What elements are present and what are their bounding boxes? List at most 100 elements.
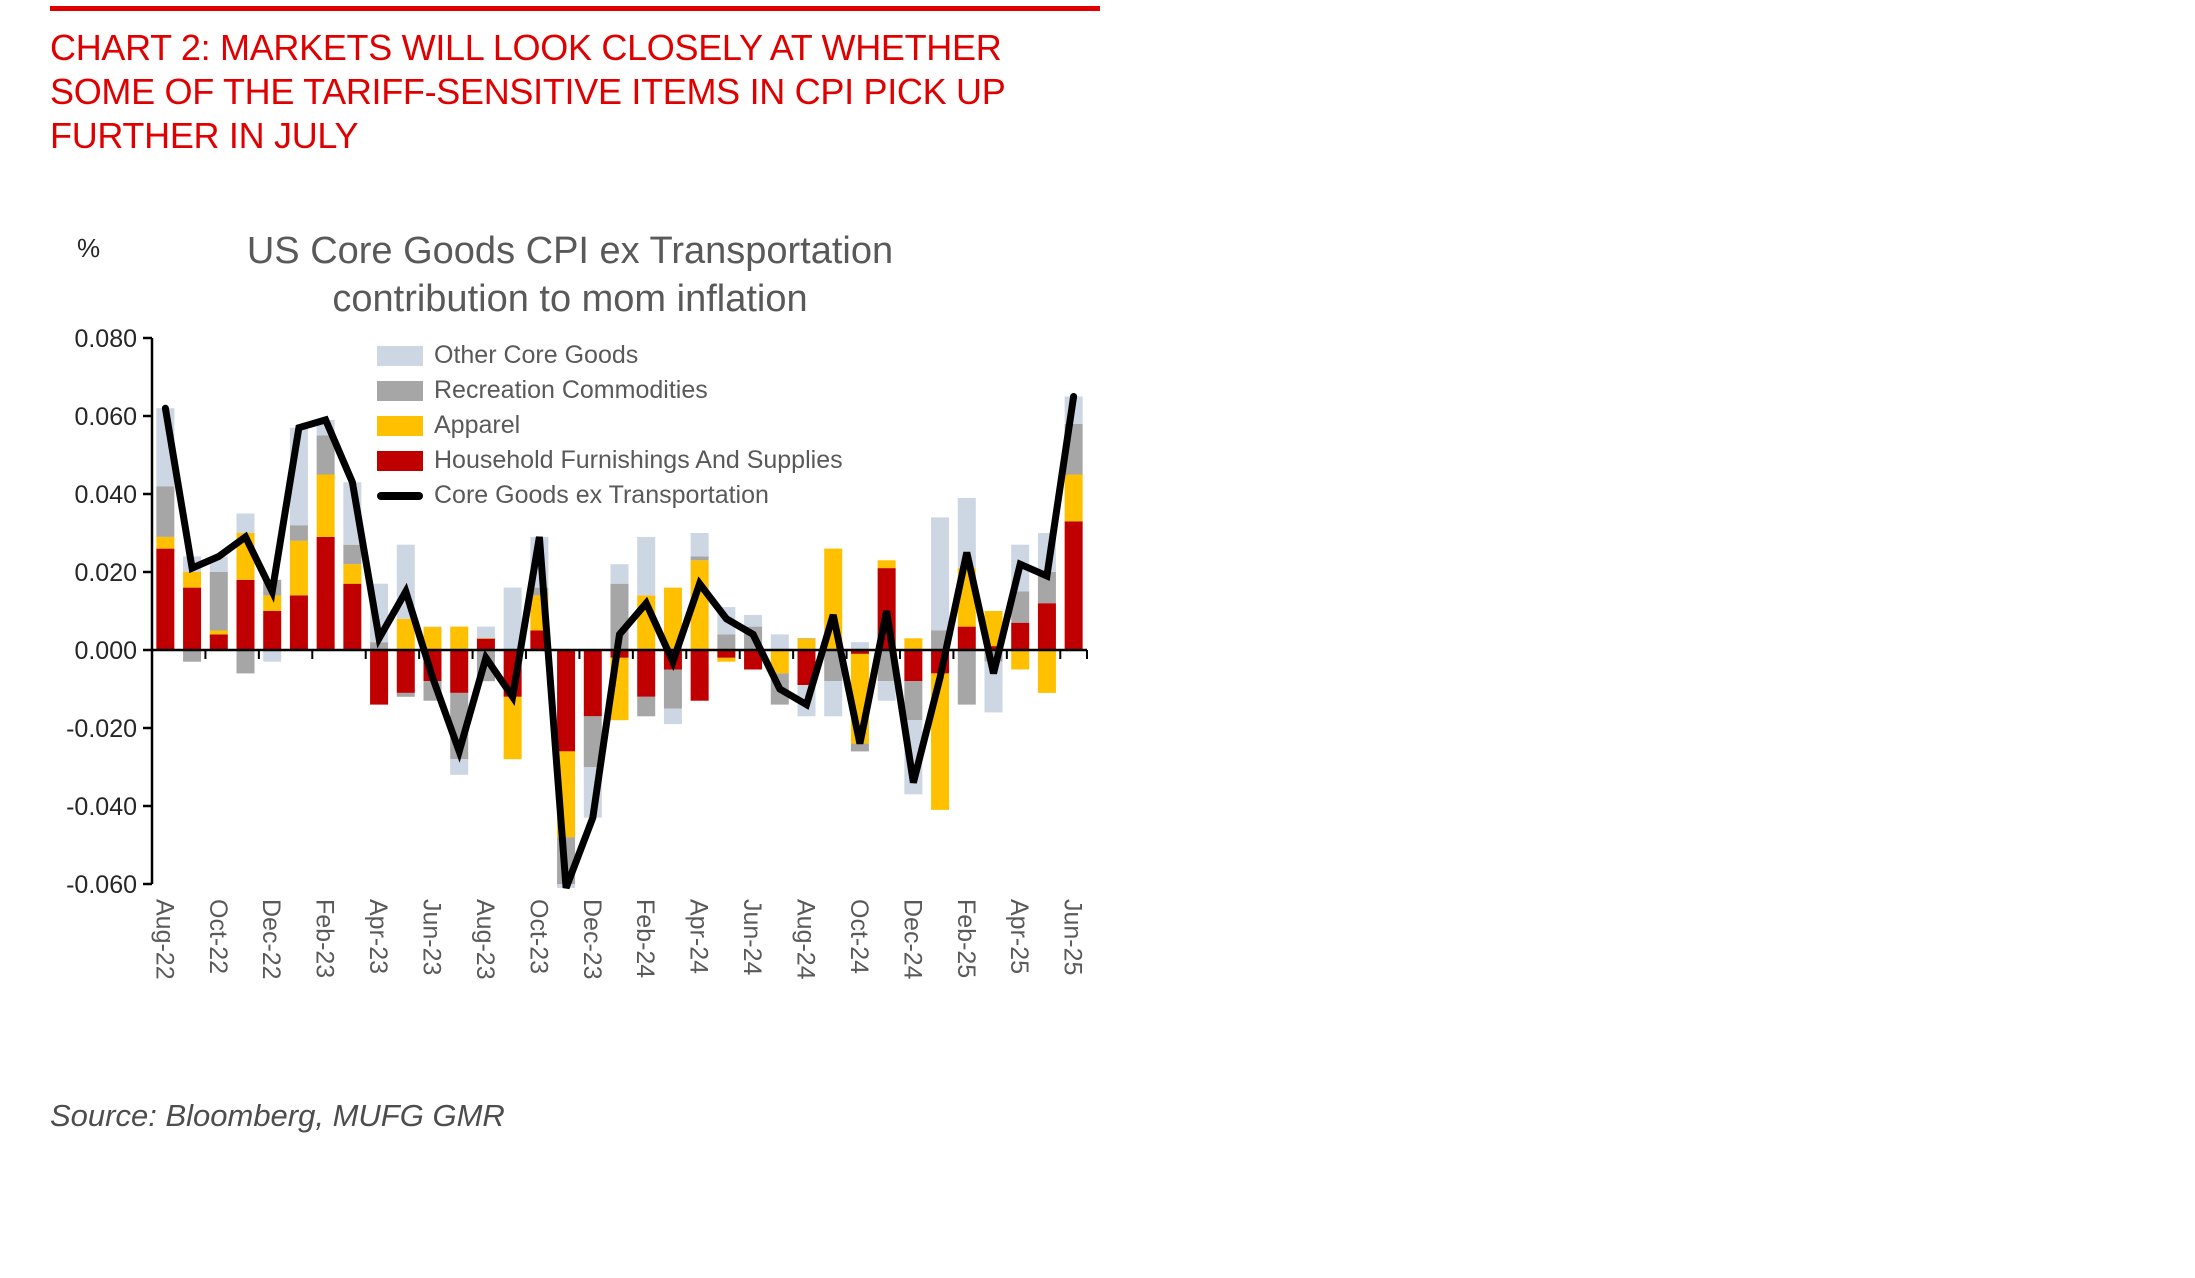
y-tick-label: 0.020: [74, 559, 137, 587]
x-tick-label: Dec-22: [257, 899, 285, 980]
bar-segment: [957, 497, 976, 569]
bar-segment: [183, 587, 202, 650]
y-tick-label: 0.080: [74, 325, 137, 353]
us-core-goods-chart-svg: US Core Goods CPI ex Transportation contr…: [66, 230, 1088, 980]
bar-segment: [183, 572, 202, 588]
bar-segment: [850, 650, 869, 654]
bar-segment: [476, 638, 495, 639]
bar-segment: [931, 517, 950, 631]
bar-segment: [530, 587, 549, 596]
y-tick-label: -0.060: [66, 871, 137, 899]
bar-segment: [156, 536, 175, 549]
x-tick-label: Apr-24: [685, 899, 713, 974]
legend-label: Apparel: [434, 411, 521, 439]
bar-segment: [396, 692, 415, 697]
bar-segment: [476, 638, 495, 650]
core-goods-line-swatch: [377, 491, 423, 500]
bar-segment: [316, 536, 335, 650]
y-tick-label: 0.040: [74, 481, 137, 509]
bar-segment: [583, 716, 602, 767]
bar-segment: [209, 572, 228, 631]
us-chart-legend: Other Core Goods Recreation Commodities …: [377, 338, 843, 513]
x-tick-label: Jun-25: [1059, 899, 1087, 975]
bar-segment: [1011, 622, 1030, 650]
legend-label: Core Goods ex Transportation: [434, 481, 769, 509]
y-tick-label: -0.020: [66, 715, 137, 743]
x-tick-label: Apr-23: [364, 899, 392, 974]
bar-segment: [690, 650, 709, 701]
bar-segment: [370, 642, 389, 650]
bar-segment: [450, 650, 469, 693]
bar-segment: [396, 650, 415, 693]
bars-apparel: [156, 474, 1083, 838]
bar-segment: [690, 533, 709, 557]
legend-item-core-goods-line: Core Goods ex Transportation: [377, 478, 843, 513]
recreation-commodities-swatch: [377, 380, 423, 401]
legend-label: Recreation Commodities: [434, 376, 708, 404]
left-top-rule: [50, 6, 1100, 11]
x-tick-label: Feb-25: [952, 899, 980, 978]
y-tick-label: -0.040: [66, 793, 137, 821]
bar-segment: [1064, 521, 1083, 650]
bar-segment: [450, 759, 469, 775]
x-tick-label: Aug-24: [792, 899, 820, 980]
x-tick-label: Aug-23: [471, 899, 499, 980]
bar-segment: [423, 626, 442, 650]
bar-segment: [610, 564, 629, 584]
bar-segment: [717, 657, 736, 662]
other-core-goods-swatch: [377, 345, 423, 366]
bar-segment: [343, 564, 362, 584]
bar-segment: [289, 525, 308, 541]
bar-segment: [770, 650, 789, 674]
left-headline: CHART 2: MARKETS WILL LOOK CLOSELY AT WH…: [50, 27, 1006, 156]
bar-segment: [984, 650, 1003, 662]
bar-segment: [423, 626, 442, 628]
bar-segment: [637, 650, 656, 697]
bar-segment: [1011, 591, 1030, 623]
x-tick-label: Jun-24: [738, 899, 766, 976]
bar-segment: [263, 595, 282, 611]
bar-segment: [984, 646, 1003, 650]
bar-segment: [503, 587, 522, 650]
household-furnishings-swatch: [377, 450, 423, 471]
bar-segment: [663, 587, 682, 650]
legend-label: Household Furnishings And Supplies: [434, 446, 843, 474]
bar-segment: [717, 634, 736, 650]
bar-segment: [797, 638, 816, 650]
bar-segment: [1037, 650, 1056, 693]
bar-segment: [156, 486, 175, 537]
y-tick-label: 0.060: [74, 403, 137, 431]
bar-segment: [690, 556, 709, 561]
bar-segment: [370, 650, 389, 705]
bar-segment: [289, 595, 308, 650]
chart-title-line2: contribution to mom inflation: [332, 278, 807, 320]
bar-segment: [450, 626, 469, 650]
bar-segment: [1037, 603, 1056, 650]
x-tick-label: Dec-23: [578, 899, 606, 980]
legend-label: Other Core Goods: [434, 341, 639, 369]
x-tick-label: Oct-22: [204, 899, 232, 974]
us-core-goods-chart: US Core Goods CPI ex Transportation contr…: [35, 213, 1100, 1013]
bar-segment: [343, 583, 362, 650]
x-tick-label: Apr-25: [1005, 899, 1033, 974]
bar-segment: [316, 435, 335, 475]
bar-segment: [957, 626, 976, 650]
bar-segment: [877, 681, 896, 701]
bar-segment: [236, 650, 255, 674]
bar-segment: [503, 696, 522, 760]
bar-segment: [316, 474, 335, 537]
bar-segment: [637, 536, 656, 596]
legend-item-other-core-goods: Other Core Goods: [377, 338, 843, 373]
bar-segment: [236, 513, 255, 533]
bar-segment: [236, 579, 255, 650]
legend-item-recreation-commodities: Recreation Commodities: [377, 373, 843, 408]
bar-segment: [877, 560, 896, 569]
bar-segment: [850, 743, 869, 752]
legend-item-apparel: Apparel: [377, 408, 843, 443]
x-tick-label: Oct-23: [524, 899, 552, 974]
bar-segment: [263, 650, 282, 662]
page: { "left_panel": { "headline": "CHART 2: …: [25, 0, 1100, 1196]
bar-segment: [209, 630, 228, 635]
apparel-swatch: [377, 415, 423, 436]
left-column: CHART 2: MARKETS WILL LOOK CLOSELY AT WH…: [25, 0, 1100, 1196]
